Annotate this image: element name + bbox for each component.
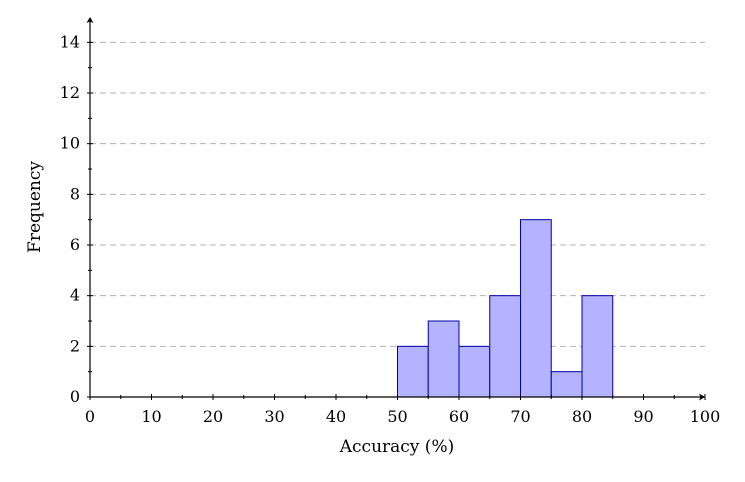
- x-tick-label: 90: [633, 407, 653, 426]
- y-tick-label: 12: [60, 83, 80, 102]
- x-tick-label: 10: [141, 407, 161, 426]
- x-axis-label: Accuracy (%): [339, 437, 454, 457]
- histogram-bar: [520, 219, 552, 398]
- x-tick-label: 60: [449, 407, 469, 426]
- histogram-bar: [397, 345, 429, 398]
- y-tick-label: 8: [70, 184, 80, 203]
- histogram-bar: [489, 295, 521, 398]
- x-tick-label: 50: [387, 407, 407, 426]
- y-tick-label: 10: [60, 134, 80, 153]
- histogram-bar: [427, 320, 460, 398]
- y-tick-label: 4: [70, 286, 80, 305]
- bars: [397, 219, 614, 398]
- ticks: 0 10 20 30 40 50 60 70 80 90 100 0 2 4 6 8 10 12 14: [60, 32, 721, 426]
- histogram-bar: [581, 295, 614, 398]
- x-tick-label: 20: [203, 407, 223, 426]
- histogram-bar: [458, 345, 491, 398]
- x-tick-label: 80: [572, 407, 592, 426]
- x-tick-label: 100: [690, 407, 721, 426]
- x-tick-label: 0: [85, 407, 95, 426]
- y-axis-arrow-icon: [86, 17, 94, 23]
- y-axis-label: Frequency: [25, 161, 45, 253]
- x-axis-arrow-icon: [699, 393, 705, 401]
- x-tick-label: 70: [510, 407, 530, 426]
- y-tick-label: 0: [70, 387, 80, 406]
- x-tick-label: 40: [326, 407, 346, 426]
- histogram-bar: [550, 371, 583, 398]
- y-tick-label: 6: [70, 235, 80, 254]
- x-tick-label: 30: [264, 407, 284, 426]
- y-tick-label: 14: [60, 32, 80, 51]
- y-tick-label: 2: [70, 336, 80, 355]
